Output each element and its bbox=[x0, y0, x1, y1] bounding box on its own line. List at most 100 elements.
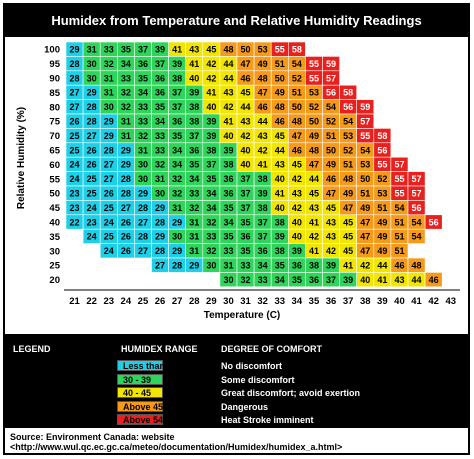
cell-value-label: 23 bbox=[70, 203, 80, 213]
cell-value-label: 26 bbox=[87, 145, 97, 155]
cell-value-label: 30 bbox=[206, 261, 216, 271]
cell-value-label: 28 bbox=[104, 145, 114, 155]
cell-value-label: 37 bbox=[189, 131, 199, 141]
legend-comfort-label: Heat Stroke imminent bbox=[221, 415, 314, 425]
cell-value-label: 23 bbox=[70, 189, 80, 199]
legend-swatch bbox=[117, 373, 163, 385]
cell-value-label: 32 bbox=[172, 189, 182, 199]
cell-value-label: 37 bbox=[206, 160, 216, 170]
cell-value-label: 51 bbox=[275, 59, 285, 69]
legend-range-label: 30 - 39 bbox=[123, 374, 152, 385]
cell-value-label: 39 bbox=[343, 275, 353, 285]
heatmap-cell bbox=[424, 214, 443, 230]
cell-value-label: 28 bbox=[87, 117, 97, 127]
cell-value-label: 40 bbox=[241, 145, 251, 155]
cell-value-label: 52 bbox=[343, 145, 353, 155]
x-tick-label: 39 bbox=[377, 296, 388, 307]
cell-value-label: 50 bbox=[360, 174, 370, 184]
cell-value-label: 32 bbox=[206, 217, 216, 227]
cell-value-label: 28 bbox=[70, 59, 80, 69]
cell-value-label: 29 bbox=[155, 203, 165, 213]
cell-value-label: 41 bbox=[172, 45, 182, 55]
cell-value-label: 35 bbox=[121, 45, 131, 55]
cell-value-label: 33 bbox=[223, 246, 233, 256]
cell-value-label: 44 bbox=[412, 275, 422, 285]
cell-value-label: 38 bbox=[223, 160, 233, 170]
cell-value-label: 38 bbox=[258, 203, 268, 213]
cell-value-label: 59 bbox=[326, 59, 336, 69]
cell-value-label: 31 bbox=[87, 45, 97, 55]
cell-value-label: 29 bbox=[172, 246, 182, 256]
cell-value-label: 27 bbox=[155, 261, 165, 271]
cell-value-label: 35 bbox=[241, 217, 251, 227]
cell-value-label: 48 bbox=[412, 261, 422, 271]
x-tick-label: 35 bbox=[309, 296, 320, 307]
cell-value-label: 43 bbox=[394, 275, 404, 285]
cell-value-label: 23 bbox=[87, 217, 97, 227]
x-tick-label: 31 bbox=[240, 296, 251, 307]
cell-value-label: 49 bbox=[275, 88, 285, 98]
cell-value-label: 54 bbox=[292, 59, 302, 69]
cell-value-label: 42 bbox=[206, 73, 216, 83]
cell-value-label: 51 bbox=[394, 246, 404, 256]
cell-value-label: 40 bbox=[360, 275, 370, 285]
cell-value-label: 26 bbox=[70, 117, 80, 127]
cell-value-label: 47 bbox=[343, 203, 353, 213]
cell-value-label: 35 bbox=[189, 160, 199, 170]
cell-value-label: 49 bbox=[377, 217, 387, 227]
cell-value-label: 59 bbox=[360, 102, 370, 112]
cell-value-label: 38 bbox=[258, 174, 268, 184]
cell-value-label: 36 bbox=[223, 174, 233, 184]
cell-value-label: 32 bbox=[155, 160, 165, 170]
x-tick-label: 43 bbox=[445, 296, 456, 307]
cell-value-label: 41 bbox=[258, 160, 268, 170]
cell-value-label: 28 bbox=[172, 261, 182, 271]
chart-title: Humidex from Temperature and Relative Hu… bbox=[3, 3, 470, 37]
y-tick-label: 95 bbox=[49, 59, 60, 70]
cell-value-label: 33 bbox=[138, 102, 148, 112]
x-tick-label: 33 bbox=[274, 296, 285, 307]
cell-value-label: 27 bbox=[104, 160, 114, 170]
cell-value-label: 42 bbox=[292, 203, 302, 213]
cell-value-label: 55 bbox=[394, 174, 404, 184]
cell-value-label: 33 bbox=[189, 189, 199, 199]
cell-value-label: 45 bbox=[292, 160, 302, 170]
cell-value-label: 32 bbox=[172, 174, 182, 184]
cell-value-label: 47 bbox=[360, 246, 370, 256]
cell-value-label: 41 bbox=[343, 261, 353, 271]
cell-value-label: 31 bbox=[104, 88, 114, 98]
cell-value-label: 40 bbox=[275, 174, 285, 184]
cell-value-label: 58 bbox=[343, 88, 353, 98]
cell-value-label: 35 bbox=[241, 246, 251, 256]
cell-value-label: 33 bbox=[155, 145, 165, 155]
cell-value-label: 50 bbox=[275, 73, 285, 83]
cell-value-label: 42 bbox=[326, 246, 336, 256]
x-tick-label: 26 bbox=[155, 296, 166, 307]
cell-value-label: 57 bbox=[360, 117, 370, 127]
cell-value-label: 38 bbox=[189, 102, 199, 112]
x-tick-label: 29 bbox=[206, 296, 217, 307]
cell-value-label: 44 bbox=[275, 145, 285, 155]
cell-value-label: 42 bbox=[241, 131, 251, 141]
cell-value-label: 31 bbox=[121, 117, 131, 127]
cell-value-label: 28 bbox=[87, 102, 97, 112]
cell-value-label: 54 bbox=[360, 145, 370, 155]
x-tick-label: 37 bbox=[343, 296, 354, 307]
cell-value-label: 39 bbox=[258, 189, 268, 199]
cell-value-label: 28 bbox=[70, 73, 80, 83]
cell-value-label: 47 bbox=[326, 189, 336, 199]
cell-value-label: 38 bbox=[172, 73, 182, 83]
x-tick-label: 38 bbox=[360, 296, 371, 307]
cell-value-label: 26 bbox=[121, 246, 131, 256]
cell-value-label: 31 bbox=[138, 145, 148, 155]
y-tick-label: 55 bbox=[49, 174, 60, 185]
cell-value-label: 42 bbox=[292, 174, 302, 184]
cell-value-label: 26 bbox=[121, 232, 131, 242]
cell-value-label: 35 bbox=[223, 203, 233, 213]
cell-value-label: 50 bbox=[241, 45, 251, 55]
cell-value-label: 43 bbox=[309, 203, 319, 213]
cell-value-label: 31 bbox=[223, 261, 233, 271]
x-tick-label: 27 bbox=[172, 296, 183, 307]
cell-value-label: 29 bbox=[121, 160, 131, 170]
cell-value-label: 28 bbox=[138, 203, 148, 213]
